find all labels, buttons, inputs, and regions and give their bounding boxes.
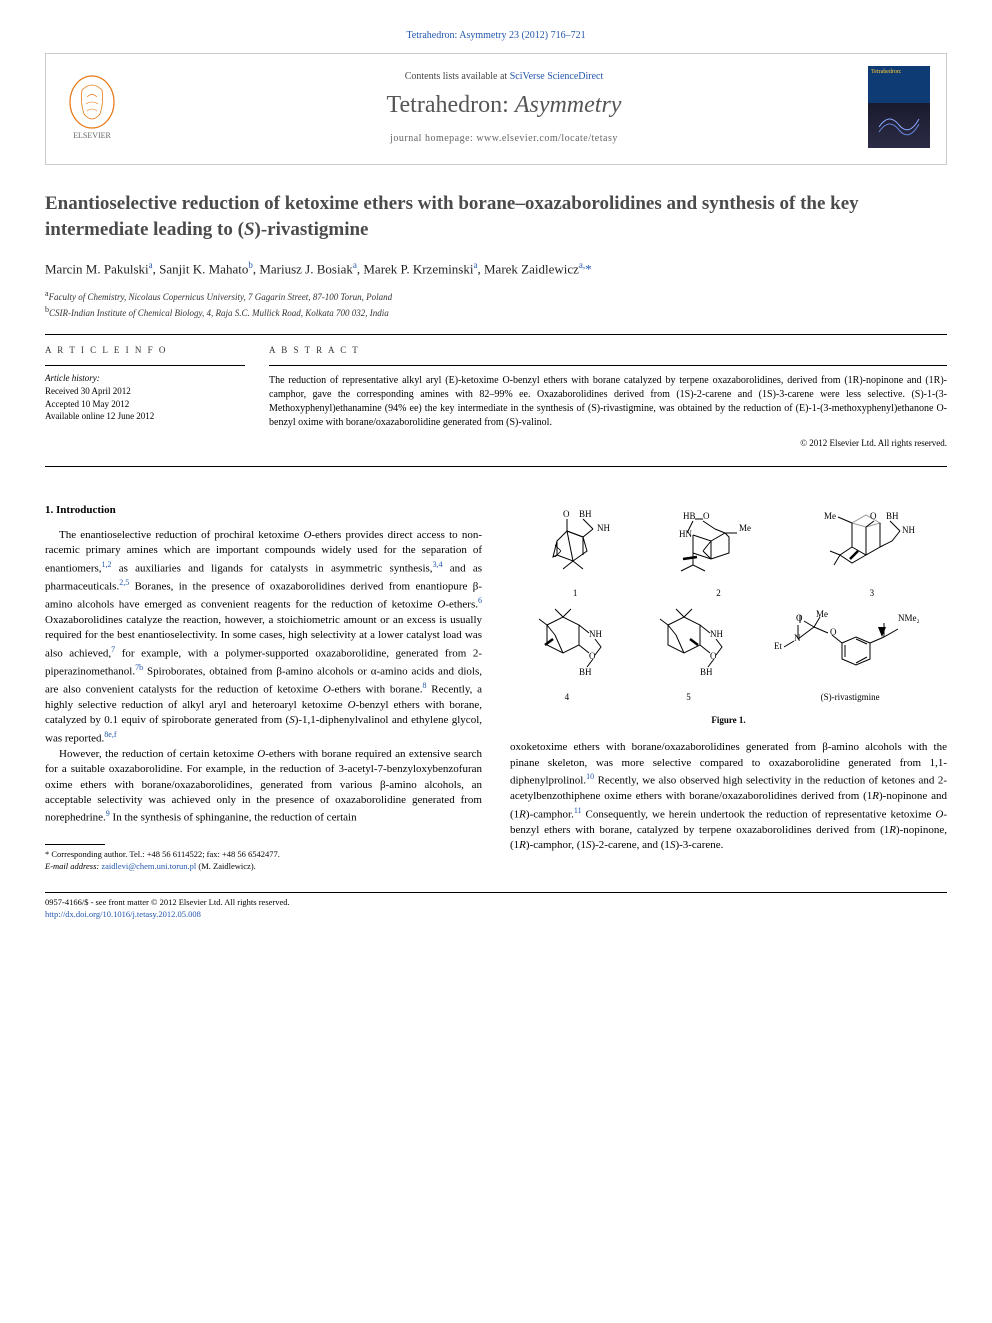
abstract-copyright: © 2012 Elsevier Ltd. All rights reserved… (269, 438, 947, 448)
body-p2: However, the reduction of certain ketoxi… (45, 747, 482, 827)
svg-text:BH: BH (886, 511, 899, 521)
svg-text:O: O (563, 509, 570, 519)
section-heading: 1. Introduction (45, 503, 482, 518)
figure-caption: Figure 1. (510, 714, 947, 727)
svg-text:O: O (830, 627, 837, 637)
affiliations: aFaculty of Chemistry, Nicolaus Copernic… (45, 288, 947, 320)
structure-2: HB O HN Me 2 (673, 507, 763, 600)
info-abstract-row: A R T I C L E I N F O Article history: R… (45, 335, 947, 466)
sciencedirect-link[interactable]: SciVerse ScienceDirect (510, 71, 604, 82)
svg-text:BH: BH (700, 667, 713, 677)
svg-text:Me: Me (739, 523, 751, 533)
structure-3: Me O BH NH 3 (822, 507, 922, 600)
svg-text:Me: Me (816, 609, 828, 619)
svg-text:Et: Et (774, 641, 782, 651)
divider (45, 466, 947, 467)
journal-banner: ELSEVIER Contents lists available at Sci… (45, 53, 947, 165)
abstract-heading: A B S T R A C T (269, 345, 947, 355)
left-column: 1. Introduction The enantioselective red… (45, 503, 482, 873)
contents-available-label: Contents lists available at SciVerse Sci… (140, 71, 868, 82)
bottom-divider (45, 892, 947, 893)
received-date: Received 30 April 2012 (45, 385, 245, 398)
body-columns: 1. Introduction The enantioselective red… (45, 503, 947, 873)
svg-text:BH: BH (579, 667, 592, 677)
svg-text:HN: HN (679, 529, 692, 539)
abstract-text: The reduction of representative alkyl ar… (269, 374, 947, 430)
corresponding-author-link[interactable]: * (585, 262, 592, 277)
accepted-date: Accepted 10 May 2012 (45, 398, 245, 411)
svg-text:NMe₂: NMe₂ (898, 613, 920, 623)
body-p1: The enantioselective reduction of prochi… (45, 528, 482, 747)
right-column: O BH NH 1 HB O (510, 503, 947, 873)
figure-1: O BH NH 1 HB O (510, 503, 947, 727)
chemical-structures-row2: NH O BH 4 (510, 603, 947, 708)
svg-text:ELSEVIER: ELSEVIER (73, 131, 111, 140)
chemical-structures-row1: O BH NH 1 HB O (510, 503, 947, 604)
structure-1: O BH NH 1 (535, 507, 615, 600)
svg-text:NH: NH (597, 523, 610, 533)
svg-text:NH: NH (589, 629, 602, 639)
email-link[interactable]: zaidlevi@chem.uni.torun.pl (101, 861, 196, 871)
svg-text:HB: HB (683, 511, 696, 521)
bottom-metadata: 0957-4166/$ - see front matter © 2012 El… (45, 897, 947, 921)
footnote-separator (45, 844, 105, 845)
journal-citation: Tetrahedron: Asymmetry 23 (2012) 716–721 (45, 30, 947, 41)
article-info-heading: A R T I C L E I N F O (45, 345, 245, 355)
structure-4: NH O BH 4 (527, 607, 607, 704)
authors-list: Marcin M. Pakulskia, Sanjit K. Mahatob, … (45, 260, 947, 277)
journal-name: Tetrahedron: Asymmetry (140, 92, 868, 119)
history-label: Article history: (45, 372, 245, 385)
online-date: Available online 12 June 2012 (45, 410, 245, 423)
corresponding-footnote: * Corresponding author. Tel.: +48 56 611… (45, 849, 482, 872)
article-title: Enantioselective reduction of ketoxime e… (45, 191, 947, 242)
structure-rivastigmine: O Me Et N O NMe₂ (770, 607, 930, 704)
article-info: A R T I C L E I N F O Article history: R… (45, 345, 245, 448)
body-p3: oxoketoxime ethers with borane/oxazaboro… (510, 740, 947, 853)
svg-text:BH: BH (579, 509, 592, 519)
journal-cover-thumbnail: Tetrahedron: (868, 66, 930, 148)
svg-text:O: O (703, 511, 710, 521)
journal-homepage: journal homepage: www.elsevier.com/locat… (140, 133, 868, 144)
abstract: A B S T R A C T The reduction of represe… (269, 345, 947, 448)
doi-link[interactable]: http://dx.doi.org/10.1016/j.tetasy.2012.… (45, 909, 201, 919)
svg-text:NH: NH (710, 629, 723, 639)
elsevier-logo-icon: ELSEVIER (62, 72, 122, 142)
banner-center: Contents lists available at SciVerse Sci… (140, 71, 868, 144)
structure-5: NH O BH 5 (648, 607, 728, 704)
svg-text:Me: Me (824, 511, 836, 521)
svg-text:NH: NH (902, 525, 915, 535)
